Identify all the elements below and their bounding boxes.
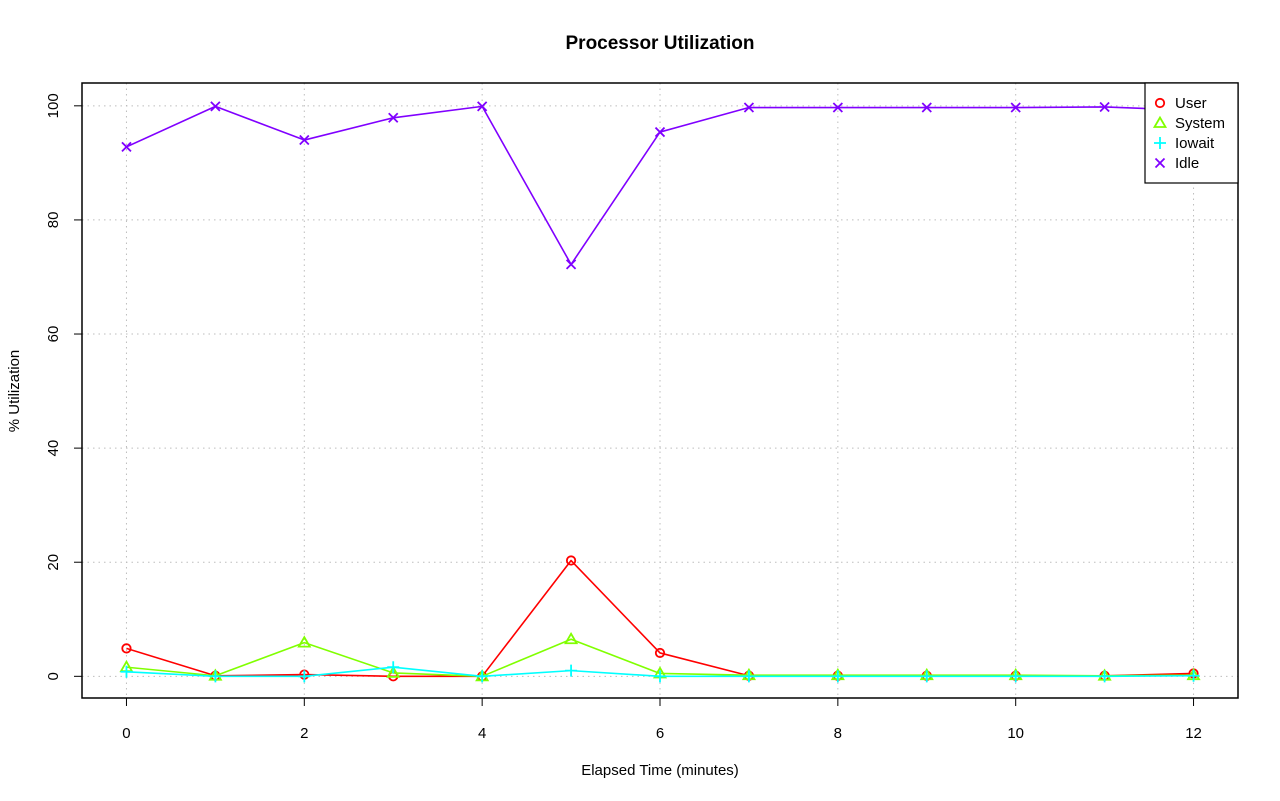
legend-marker-iowait xyxy=(1154,137,1166,149)
legend-marker-idle xyxy=(1154,157,1166,169)
point-idle-1 xyxy=(210,101,221,112)
x-tick-label-5: 10 xyxy=(1007,725,1024,742)
point-iowait-1-shape xyxy=(209,670,222,683)
point-iowait-10-shape xyxy=(1009,670,1022,683)
point-iowait-9-shape xyxy=(920,670,933,683)
legend-marker-idle-shape xyxy=(1154,157,1166,169)
point-iowait-8 xyxy=(831,670,844,683)
point-idle-8 xyxy=(832,102,843,113)
point-iowait-3 xyxy=(387,661,400,674)
point-idle-9 xyxy=(921,102,932,113)
legend-label-iowait: Iowait xyxy=(1175,135,1215,152)
chart-title: Processor Utilization xyxy=(566,33,755,54)
point-iowait-1 xyxy=(209,670,222,683)
point-iowait-6-shape xyxy=(654,670,666,683)
legend: User System Iowait Idle xyxy=(1144,82,1239,184)
point-system-2 xyxy=(297,635,312,648)
y-tick-label-1: 20 xyxy=(45,554,62,571)
point-iowait-0 xyxy=(120,665,133,678)
y-tick-label-0: 0 xyxy=(45,672,62,680)
point-iowait-11-shape xyxy=(1098,670,1111,683)
series-layer xyxy=(119,101,1201,683)
point-idle-10-shape xyxy=(1010,102,1021,113)
point-iowait-4 xyxy=(476,670,489,683)
x-tick-label-4: 8 xyxy=(834,725,842,742)
x-tick-label-3: 6 xyxy=(656,725,664,742)
legend-marker-iowait-shape xyxy=(1154,137,1166,149)
point-idle-0-shape xyxy=(121,141,132,153)
point-iowait-6 xyxy=(654,670,666,683)
point-user-0-shape xyxy=(121,643,132,654)
point-system-5-shape xyxy=(564,631,579,645)
x-tick-label-1: 2 xyxy=(300,725,308,742)
point-idle-10 xyxy=(1010,102,1021,113)
y-tick-label-4: 80 xyxy=(45,212,62,229)
legend-marker-user xyxy=(1154,97,1166,109)
point-iowait-3-shape xyxy=(387,661,400,674)
point-iowait-8-shape xyxy=(831,670,844,683)
point-iowait-0-shape xyxy=(120,665,133,678)
point-system-5 xyxy=(564,631,579,645)
point-idle-1-shape xyxy=(210,101,221,112)
point-idle-8-shape xyxy=(832,102,843,113)
point-idle-3 xyxy=(388,112,399,123)
point-iowait-12 xyxy=(1187,669,1200,682)
y-tick-label-3: 60 xyxy=(45,326,62,343)
point-user-6 xyxy=(654,647,666,659)
point-idle-4-shape xyxy=(477,101,488,112)
y-axis-label: % Utilization xyxy=(6,350,23,433)
point-iowait-2-shape xyxy=(298,670,311,683)
series-iowait xyxy=(120,661,1200,683)
y-tick-label-5: 100 xyxy=(45,93,62,118)
legend-marker-user-shape xyxy=(1154,97,1166,109)
point-idle-7 xyxy=(743,102,755,113)
point-idle-11 xyxy=(1099,101,1110,113)
point-idle-4 xyxy=(477,101,488,112)
point-idle-5 xyxy=(565,259,577,270)
point-idle-11-shape xyxy=(1099,101,1110,113)
point-iowait-7 xyxy=(742,670,755,683)
point-iowait-12-shape xyxy=(1187,669,1200,682)
legend-label-user: User xyxy=(1175,95,1207,112)
point-idle-2-shape xyxy=(299,134,310,146)
point-system-3-shape xyxy=(386,665,401,678)
series-idle xyxy=(121,101,1199,270)
point-idle-9-shape xyxy=(921,102,932,113)
point-idle-5-shape xyxy=(565,259,577,270)
y-tick-label-2: 40 xyxy=(45,440,62,457)
point-iowait-9 xyxy=(920,670,933,683)
x-tick-label-6: 12 xyxy=(1185,725,1202,742)
point-iowait-2 xyxy=(298,670,311,683)
point-iowait-5 xyxy=(565,664,578,677)
point-iowait-4-shape xyxy=(476,670,489,683)
point-idle-2 xyxy=(299,134,310,146)
x-tick-label-0: 0 xyxy=(122,725,130,742)
point-idle-3-shape xyxy=(388,112,399,123)
point-system-3 xyxy=(386,665,401,678)
legend-marker-system-shape xyxy=(1152,115,1168,128)
x-axis: 0 2 4 6 8 10 12 xyxy=(122,697,1202,742)
point-user-0 xyxy=(121,643,132,654)
point-idle-7-shape xyxy=(743,102,755,113)
y-axis: 0 20 40 60 80 100 xyxy=(45,93,82,680)
legend-marker-system xyxy=(1152,115,1168,128)
point-iowait-7-shape xyxy=(742,670,755,683)
point-iowait-11 xyxy=(1098,670,1111,683)
legend-label-system: System xyxy=(1175,115,1225,132)
x-axis-label: Elapsed Time (minutes) xyxy=(581,762,739,779)
point-user-5-shape xyxy=(565,555,577,566)
legend-label-idle: Idle xyxy=(1175,155,1199,172)
point-idle-6-shape xyxy=(654,126,666,138)
point-user-5 xyxy=(565,555,577,566)
point-iowait-10 xyxy=(1009,670,1022,683)
x-tick-label-2: 4 xyxy=(478,725,486,742)
point-idle-6 xyxy=(654,126,666,138)
point-idle-0 xyxy=(121,141,132,153)
point-system-2-shape xyxy=(297,635,312,648)
point-user-6-shape xyxy=(654,647,666,659)
point-iowait-5-shape xyxy=(565,664,578,677)
